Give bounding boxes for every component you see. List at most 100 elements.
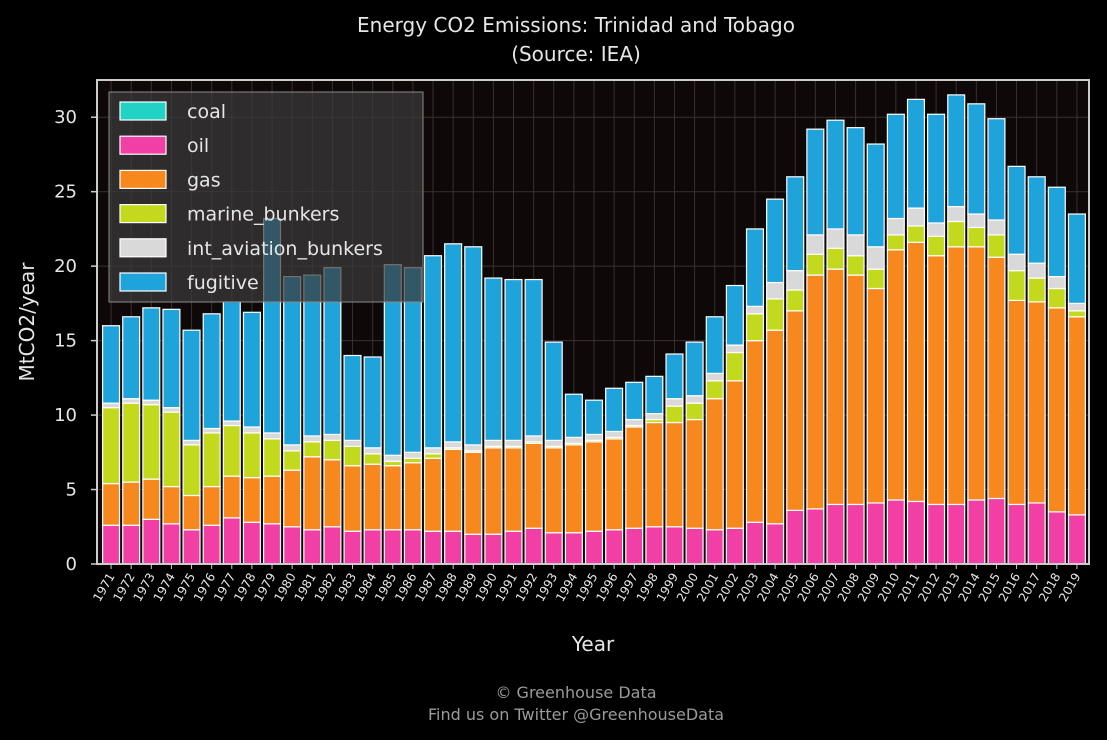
bar-oil-1989	[464, 533, 483, 565]
bar-int-aviation-bunkers-2004	[766, 281, 785, 300]
bar-marine-bunkers-1983	[343, 445, 362, 467]
bar-gas-1995	[584, 441, 604, 532]
bar-oil-2007	[826, 503, 845, 565]
bar-fugitive-2004	[766, 198, 785, 284]
bar-oil-1983	[343, 530, 362, 565]
bar-fugitive-2010	[886, 113, 905, 220]
footer-copyright: © Greenhouse Data	[495, 683, 656, 702]
bar-fugitive-1977	[222, 301, 241, 422]
bar-int-aviation-bunkers-2016	[1007, 253, 1026, 272]
bar-marine-bunkers-1978	[242, 432, 261, 479]
bar-int-aviation-bunkers-2001	[705, 372, 724, 382]
bar-fugitive-1978	[242, 311, 261, 428]
x-axis-ticks: 1971197219731974197519761977197819791980…	[90, 564, 1084, 604]
legend-swatch-gas	[119, 169, 167, 189]
bar-marine-bunkers-2012	[927, 235, 946, 257]
bar-int-aviation-bunkers-2005	[786, 270, 805, 291]
bar-oil-1977	[222, 517, 241, 565]
bar-marine-bunkers-2001	[705, 380, 724, 400]
bar-int-aviation-bunkers-2008	[846, 234, 865, 257]
bar-int-aviation-bunkers-1997	[625, 418, 644, 427]
bar-oil-1984	[363, 529, 382, 565]
bar-gas-1981	[303, 456, 322, 531]
bar-gas-2016	[1007, 299, 1026, 506]
bar-int-aviation-bunkers-1972	[122, 398, 141, 404]
bar-fugitive-2003	[745, 228, 765, 307]
bar-marine-bunkers-2007	[826, 247, 845, 270]
footer-twitter: Find us on Twitter @GreenhouseData	[428, 705, 724, 724]
legend-label-marine-bunkers: marine_bunkers	[187, 204, 339, 226]
bar-gas-1974	[162, 485, 181, 525]
bar-gas-1998	[645, 421, 664, 528]
bar-fugitive-1972	[122, 316, 141, 400]
bar-oil-2002	[725, 527, 744, 565]
bar-gas-2015	[987, 256, 1006, 500]
bar-oil-2014	[967, 499, 986, 565]
bar-fugitive-2006	[806, 128, 825, 236]
bar-oil-1988	[444, 530, 463, 565]
bar-int-aviation-bunkers-2011	[906, 207, 926, 227]
bar-int-aviation-bunkers-1992	[524, 435, 543, 443]
bar-gas-1994	[564, 444, 583, 534]
bar-int-aviation-bunkers-1980	[283, 444, 302, 452]
bar-int-aviation-bunkers-1983	[343, 439, 362, 447]
bar-int-aviation-bunkers-2018	[1047, 275, 1066, 290]
bar-gas-1983	[343, 465, 362, 532]
bar-int-aviation-bunkers-1996	[605, 430, 624, 439]
legend-label-coal: coal	[187, 101, 226, 123]
bar-int-aviation-bunkers-1987	[423, 447, 443, 455]
legend: coal oil gas marine_bunkers int_aviation_bun…	[108, 91, 424, 303]
bar-oil-2004	[766, 523, 785, 565]
bar-gas-1996	[605, 438, 624, 531]
bar-fugitive-1984	[363, 356, 382, 449]
bar-oil-1981	[303, 529, 322, 565]
chart-subtitle: (Source: IEA)	[511, 42, 641, 66]
bar-int-aviation-bunkers-1976	[202, 427, 221, 434]
bar-int-aviation-bunkers-1985	[383, 454, 402, 462]
bar-int-aviation-bunkers-2012	[927, 222, 946, 237]
bar-gas-1990	[484, 447, 503, 535]
bar-gas-2006	[806, 274, 825, 510]
bar-oil-2019	[1067, 514, 1086, 565]
bar-fugitive-2012	[927, 113, 946, 224]
legend-swatch-oil	[119, 135, 167, 155]
bar-fugitive-2011	[906, 98, 926, 209]
bar-gas-1972	[122, 481, 141, 526]
bar-oil-2016	[1007, 503, 1026, 565]
x-tick-label: 2019	[1056, 571, 1083, 604]
bar-int-aviation-bunkers-1977	[222, 420, 241, 427]
bar-oil-2012	[927, 503, 946, 565]
bar-oil-2008	[846, 503, 865, 565]
bar-marine-bunkers-2008	[846, 255, 865, 276]
bar-int-aviation-bunkers-2010	[886, 217, 905, 236]
bar-oil-2011	[906, 500, 926, 565]
bar-marine-bunkers-1980	[283, 450, 302, 471]
bar-int-aviation-bunkers-1978	[242, 426, 261, 434]
bar-marine-bunkers-2004	[766, 298, 785, 331]
bar-oil-2003	[745, 521, 765, 565]
legend-label-int-aviation-bunkers: int_aviation_bunkers	[187, 238, 383, 260]
bar-oil-2009	[866, 502, 885, 565]
bar-fugitive-2009	[866, 143, 885, 248]
bar-gas-1999	[665, 421, 684, 528]
bar-marine-bunkers-1987	[423, 453, 443, 459]
bar-fugitive-1976	[202, 313, 221, 430]
bar-gas-1988	[444, 448, 463, 532]
bar-fugitive-1998	[645, 375, 664, 415]
bar-marine-bunkers-2006	[806, 253, 825, 276]
bar-fugitive-2005	[786, 176, 805, 272]
legend-label-gas: gas	[187, 169, 221, 191]
bar-marine-bunkers-1972	[122, 402, 141, 483]
bar-fugitive-2016	[1007, 165, 1026, 255]
bar-fugitive-1973	[142, 307, 161, 401]
bar-gas-2001	[705, 398, 724, 531]
chart-title: Energy CO2 Emissions: Trinidad and Tobag…	[357, 13, 795, 37]
bar-gas-1978	[242, 477, 261, 523]
bar-gas-1975	[182, 494, 201, 531]
bar-oil-1978	[242, 521, 261, 565]
legend-swatch-coal	[119, 101, 167, 121]
bar-oil-1993	[544, 532, 563, 565]
bar-oil-1972	[122, 524, 141, 565]
